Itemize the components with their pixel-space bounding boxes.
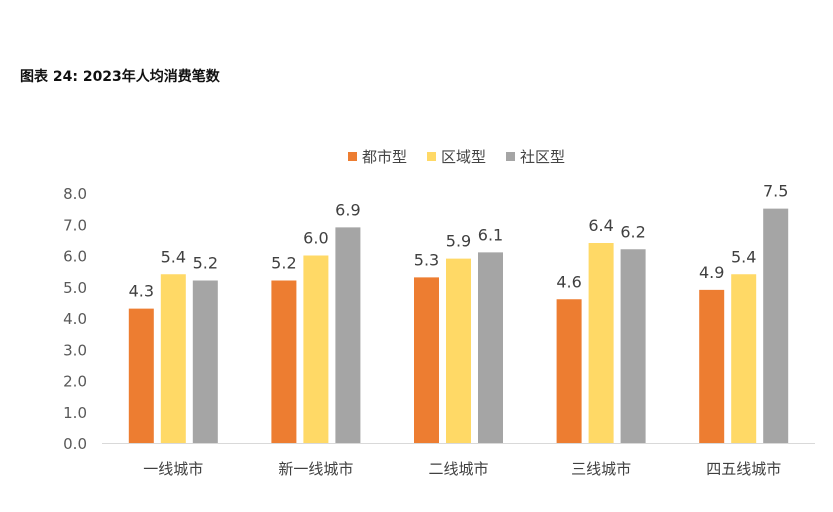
category-label: 新一线城市: [278, 460, 353, 478]
legend-swatch-shequ: [506, 152, 515, 161]
y-tick-label: 4.0: [63, 310, 87, 328]
data-label: 6.2: [620, 222, 645, 241]
data-label: 5.9: [446, 232, 471, 251]
data-label: 6.4: [588, 216, 613, 235]
y-tick-label: 0.0: [63, 435, 87, 453]
y-tick-label: 1.0: [63, 404, 87, 422]
category-label: 一线城市: [143, 460, 203, 478]
y-tick-label: 6.0: [63, 248, 87, 266]
category-label: 二线城市: [428, 460, 488, 478]
data-label: 6.1: [478, 225, 503, 244]
data-label: 6.9: [335, 200, 360, 219]
y-tick-label: 3.0: [63, 341, 87, 359]
y-tick-label: 2.0: [63, 373, 87, 391]
data-label: 5.2: [271, 254, 296, 273]
bar-2-1: [160, 274, 186, 443]
data-label: 6.0: [303, 229, 328, 248]
legend-swatch-dushi: [347, 152, 357, 161]
data-label: 4.3: [129, 282, 154, 301]
bar-1-4: [556, 299, 582, 443]
legend-label-shequ: 社区型: [520, 148, 566, 166]
legend-swatch-quyu: [426, 152, 436, 161]
y-tick-label: 7.0: [63, 216, 87, 234]
legend: 都市型 区域型 社区型: [0, 146, 833, 167]
bar-2-4: [588, 243, 614, 443]
bar-3-2: [335, 227, 361, 443]
legend-item-quyu: 区域型: [426, 146, 486, 167]
legend-item-dushi: 都市型: [347, 146, 407, 167]
bar-3-3: [478, 252, 503, 443]
data-label: 5.4: [731, 247, 756, 266]
bar-1-5: [699, 289, 725, 443]
bar-2-2: [303, 255, 329, 443]
bar-2-5: [731, 274, 757, 443]
category-label: 三线城市: [571, 460, 631, 478]
data-label: 7.5: [763, 182, 788, 201]
chart-title: 图表 24: 2023年人均消费笔数: [20, 69, 220, 85]
bar-3-1: [192, 280, 218, 443]
bar-2-3: [446, 258, 471, 443]
bar-3-4: [620, 249, 646, 443]
bar-1-3: [414, 277, 439, 443]
legend-label-dushi: 都市型: [361, 148, 407, 166]
legend-item-shequ: 社区型: [506, 146, 565, 167]
category-label: 四五线城市: [706, 460, 781, 478]
bar-1-1: [128, 308, 154, 443]
data-label: 5.4: [161, 247, 186, 266]
y-tick-label: 5.0: [63, 279, 87, 297]
y-tick-label: 8.0: [63, 185, 87, 203]
data-label: 5.3: [414, 250, 439, 269]
bar-3-5: [763, 208, 789, 443]
data-label: 4.6: [556, 272, 581, 291]
data-label: 5.2: [193, 254, 218, 273]
bar-1-2: [271, 280, 297, 443]
data-label: 4.9: [699, 263, 724, 282]
legend-label-quyu: 区域型: [440, 148, 486, 166]
